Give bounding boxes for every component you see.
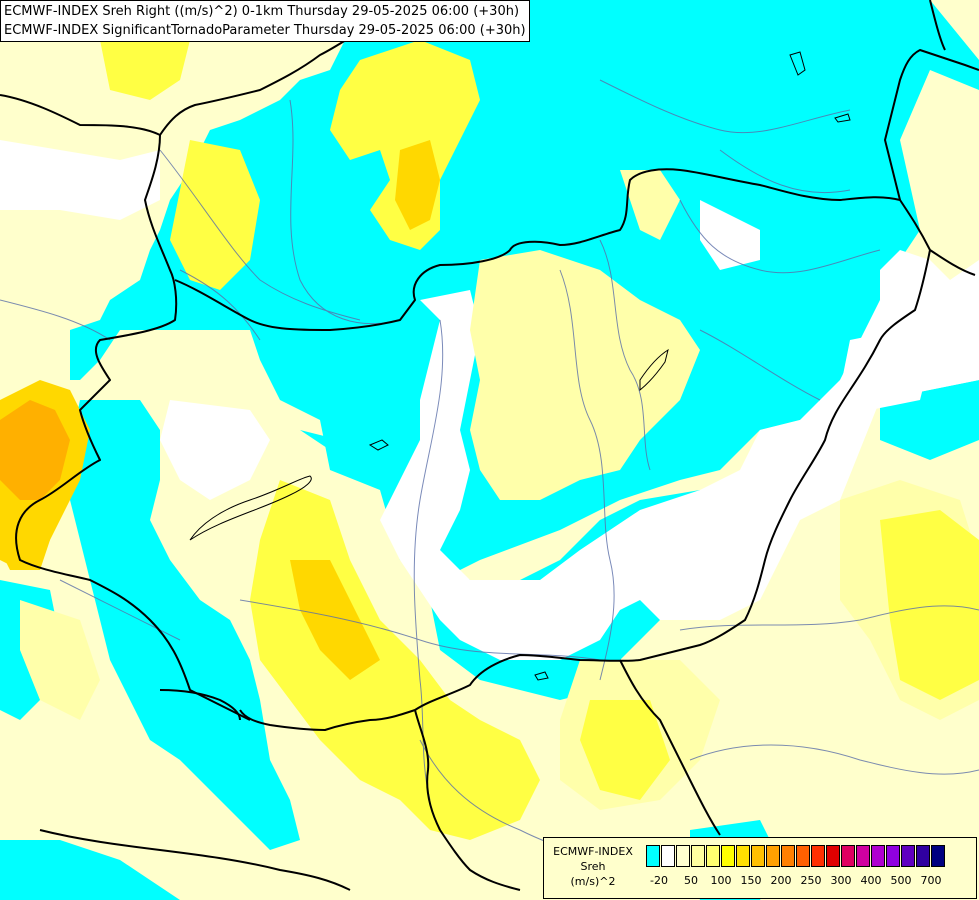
legend-swatch (856, 845, 870, 867)
legend-swatch (826, 845, 840, 867)
legend-tick-label: 500 (890, 874, 912, 887)
legend-title: ECMWF-INDEX Sreh (m/s)^2 (544, 844, 642, 889)
legend-title-param: Sreh (580, 860, 606, 873)
legend-tick-label: -20 (650, 874, 668, 887)
orange-field (0, 400, 70, 500)
rivers (0, 79, 979, 871)
legend-tick-label: 400 (860, 874, 882, 887)
legend-swatch (661, 845, 675, 867)
legend-swatch (811, 845, 825, 867)
legend-swatch (901, 845, 915, 867)
legend-swatch (781, 845, 795, 867)
legend-swatch (646, 845, 660, 867)
legend-ticks: -20 50 100 150 200 250 300 400 500 700 (646, 874, 976, 890)
legend-tick-label: 100 (710, 874, 732, 887)
legend-swatch (871, 845, 885, 867)
legend-tick-label: 250 (800, 874, 822, 887)
legend-tick-label: 700 (920, 874, 942, 887)
legend-title-model: ECMWF-INDEX (553, 845, 633, 858)
legend-swatch (736, 845, 750, 867)
legend-swatch (766, 845, 780, 867)
legend-tick-label: 50 (684, 874, 698, 887)
lakes (189, 51, 851, 681)
legend-swatch (691, 845, 705, 867)
header-line-1: ECMWF-INDEX Sreh Right ((m/s)^2) 0-1km T… (4, 4, 520, 19)
legend-swatch (676, 845, 690, 867)
white-field (0, 140, 979, 660)
map-header: ECMWF-INDEX Sreh Right ((m/s)^2) 0-1km T… (0, 0, 530, 42)
legend-tick-label: 200 (770, 874, 792, 887)
legend-swatch (751, 845, 765, 867)
header-line-2: ECMWF-INDEX SignificantTornadoParameter … (4, 23, 526, 38)
legend-swatch (931, 845, 945, 867)
legend-tick-label: 150 (740, 874, 762, 887)
legend-swatches (646, 845, 946, 867)
legend-tick-label: 300 (830, 874, 852, 887)
legend-swatch (796, 845, 810, 867)
legend-swatch (721, 845, 735, 867)
legend-title-unit: (m/s)^2 (570, 875, 616, 888)
legend-swatch (886, 845, 900, 867)
color-legend: ECMWF-INDEX Sreh (m/s)^2 -20 50 100 150 200 2… (543, 837, 977, 899)
legend-swatch (916, 845, 930, 867)
legend-swatch (706, 845, 720, 867)
legend-swatch (841, 845, 855, 867)
